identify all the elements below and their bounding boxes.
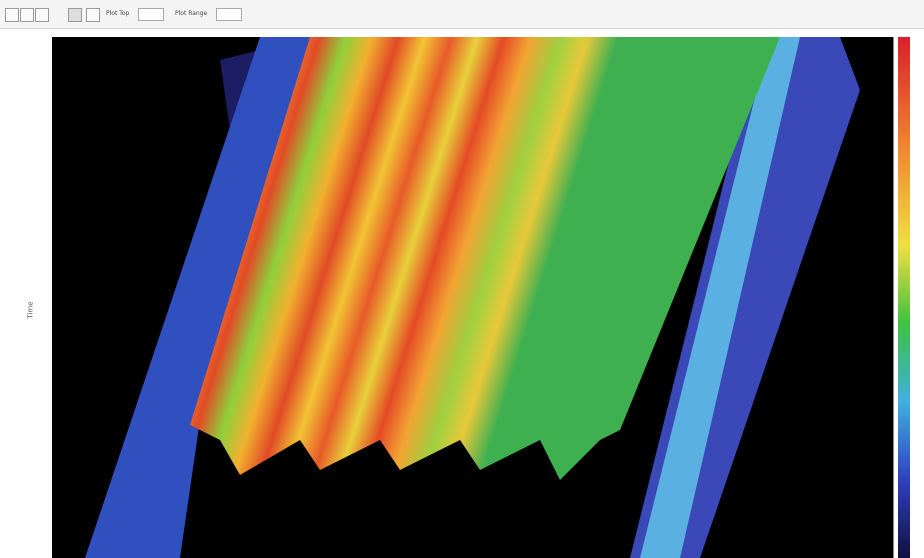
waterfall-edge: [630, 37, 860, 558]
color-scale: [898, 37, 910, 558]
tool-button[interactable]: [5, 8, 19, 22]
tool-button[interactable]: [20, 8, 34, 22]
plot-range-input[interactable]: [216, 8, 242, 21]
waterfall-surface: [190, 37, 780, 480]
plot-top-label: Plot Top: [106, 10, 129, 17]
toolbar: Plot Top Plot Range: [0, 0, 924, 29]
tool-button[interactable]: [35, 8, 49, 22]
app-window: Plot Top Plot Range Time: [0, 0, 924, 558]
waterfall-plot: [0, 0, 924, 558]
tool-button[interactable]: [86, 8, 100, 22]
y-axis-label: Time: [27, 301, 35, 318]
plot-frame: [893, 37, 894, 558]
plot-top-input[interactable]: [138, 8, 164, 21]
tool-button[interactable]: [68, 8, 82, 22]
waterfall-halo: [220, 40, 330, 130]
waterfall-edge: [85, 37, 330, 558]
waterfall-edge: [640, 37, 800, 558]
plot-range-label: Plot Range: [175, 10, 207, 17]
plot-background: [52, 37, 893, 558]
